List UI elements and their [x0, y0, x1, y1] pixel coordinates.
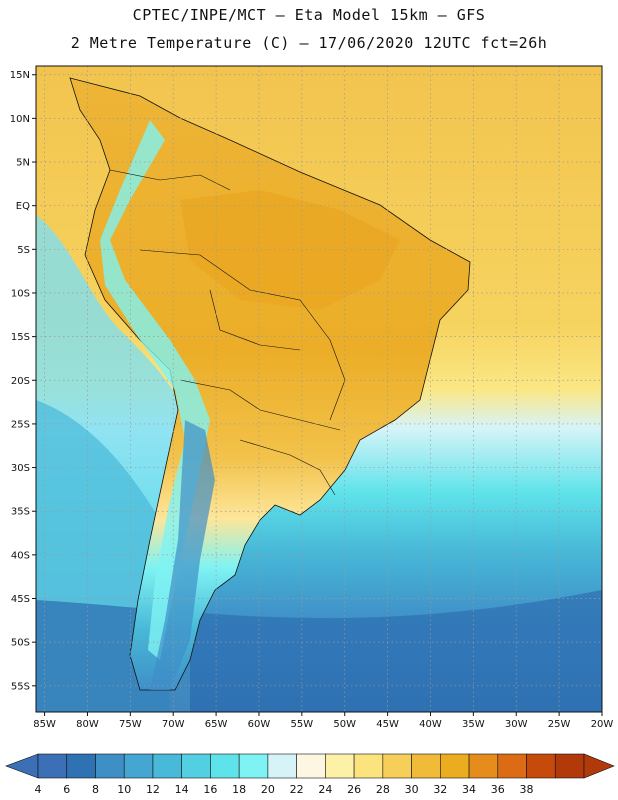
lon-label: 60W	[248, 719, 271, 730]
lon-label: 80W	[76, 719, 99, 730]
colorbar-swatch	[238, 753, 269, 779]
colorbar-swatch	[181, 753, 211, 779]
lon-label: 20W	[591, 719, 614, 730]
colorbar-label: 24	[318, 783, 332, 796]
lat-label: 40S	[11, 550, 30, 561]
colorbar-swatch	[353, 753, 384, 779]
colorbar-swatch	[296, 753, 326, 779]
lat-label: 20S	[11, 376, 30, 387]
colorbar-swatch	[210, 753, 240, 779]
colorbar-max-arrow	[583, 753, 615, 779]
lon-label: 50W	[333, 719, 356, 730]
colorbar-label: 34	[462, 783, 476, 796]
colorbar-label: 18	[232, 783, 246, 796]
colorbar-swatch	[468, 753, 499, 779]
colorbar-label: 26	[347, 783, 361, 796]
colorbar-swatch	[497, 753, 527, 779]
colorbar-label: 8	[92, 783, 99, 796]
longitude-labels: 85W 80W 75W 70W 65W 60W 55W 50W 45W 40W 35W 30W 25W 2…	[33, 719, 613, 730]
lat-label: 15S	[11, 332, 30, 343]
lat-label: 50S	[11, 638, 30, 649]
lat-label: 30S	[11, 463, 30, 474]
lon-label: 30W	[505, 719, 528, 730]
lat-label: 35S	[11, 507, 30, 518]
lon-label: 35W	[462, 719, 485, 730]
colorbar-swatch	[411, 753, 441, 779]
title-line-2: 2 Metre Temperature (C) – 17/06/2020 12U…	[70, 34, 548, 52]
colorbar-label: 12	[146, 783, 160, 796]
lat-label: 15N	[10, 70, 30, 81]
colorbar-swatch	[66, 753, 96, 779]
lon-label: 75W	[119, 719, 142, 730]
colorbar-label: 38	[520, 783, 534, 796]
lat-label: 45S	[11, 594, 30, 605]
colorbar-swatch	[37, 753, 68, 779]
title-line-1: CPTEC/INPE/MCT – Eta Model 15km – GFS	[132, 6, 486, 24]
lon-label: 85W	[33, 719, 56, 730]
patagonia-cold-strip	[150, 420, 215, 690]
country-borders	[109, 169, 346, 496]
colorbar-swatch	[554, 753, 585, 779]
colorbar-swatch	[152, 753, 182, 779]
colorbar-label: 30	[405, 783, 419, 796]
lon-label: 25W	[548, 719, 571, 730]
lat-label: 55S	[11, 681, 30, 692]
lat-label: 10N	[10, 114, 30, 125]
colorbar-swatch	[526, 753, 556, 779]
colorbar-label: 36	[491, 783, 505, 796]
lat-label: 5N	[16, 158, 30, 169]
colorbar-min-arrow	[5, 753, 39, 779]
colorbar-label: 6	[63, 783, 70, 796]
colorbar-swatch	[382, 753, 412, 779]
colorbar-label: 28	[376, 783, 390, 796]
lon-label: 40W	[419, 719, 442, 730]
lat-label: 5S	[17, 245, 30, 256]
lat-label: EQ	[16, 201, 30, 212]
colorbar-label: 22	[290, 783, 304, 796]
colorbar-label: 16	[203, 783, 217, 796]
colorbar-swatch	[440, 753, 470, 779]
axis-ticks	[32, 74, 603, 716]
map-panel: 15N 10N 5N EQ 5S 10S 15S 20S 25S 30S 35S 40S 45S 50S 5…	[10, 65, 613, 730]
colorbar-swatch	[325, 753, 355, 779]
lon-label: 55W	[291, 719, 314, 730]
map-frame	[35, 65, 603, 713]
lon-label: 65W	[205, 719, 228, 730]
colorbar-label: 20	[261, 783, 275, 796]
colorbar-swatch	[267, 753, 297, 779]
colorbar-swatch	[95, 753, 125, 779]
colorbar-label: 32	[433, 783, 447, 796]
colorbar-label: 14	[175, 783, 189, 796]
colorbar: 4 6 8 10 12 14 16 18 20 22 24 26 28 30 32 34 36 38	[5, 753, 615, 796]
lon-label: 45W	[376, 719, 399, 730]
lat-label: 10S	[11, 288, 30, 299]
colorbar-swatch	[123, 753, 154, 779]
colorbar-label: 4	[35, 783, 42, 796]
latitude-labels: 15N 10N 5N EQ 5S 10S 15S 20S 25S 30S 35S 40S 45S 50S 5…	[10, 70, 30, 692]
lon-label: 70W	[162, 719, 185, 730]
colorbar-label: 10	[117, 783, 131, 796]
lat-label: 25S	[11, 419, 30, 430]
